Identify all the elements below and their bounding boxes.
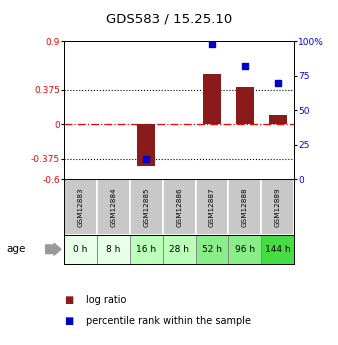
Text: 144 h: 144 h bbox=[265, 245, 290, 254]
Text: 8 h: 8 h bbox=[106, 245, 121, 254]
Text: GSM12888: GSM12888 bbox=[242, 187, 248, 227]
Bar bbox=[137, 124, 155, 166]
Bar bbox=[261, 179, 294, 235]
Bar bbox=[269, 115, 287, 124]
Bar bbox=[228, 179, 261, 235]
Text: GSM12886: GSM12886 bbox=[176, 187, 182, 227]
Text: GSM12884: GSM12884 bbox=[111, 187, 117, 227]
Bar bbox=[97, 179, 130, 235]
Text: ■: ■ bbox=[64, 316, 73, 326]
Text: 96 h: 96 h bbox=[235, 245, 255, 254]
Text: GSM12885: GSM12885 bbox=[143, 187, 149, 227]
Text: GSM12883: GSM12883 bbox=[78, 187, 83, 227]
Bar bbox=[130, 179, 163, 235]
Text: GSM12889: GSM12889 bbox=[275, 187, 281, 227]
Text: percentile rank within the sample: percentile rank within the sample bbox=[86, 316, 251, 326]
Text: log ratio: log ratio bbox=[86, 295, 126, 305]
Bar bbox=[163, 235, 196, 264]
Point bbox=[209, 41, 215, 47]
Bar bbox=[196, 235, 228, 264]
Text: 52 h: 52 h bbox=[202, 245, 222, 254]
Bar bbox=[261, 235, 294, 264]
Text: 16 h: 16 h bbox=[136, 245, 156, 254]
Bar bbox=[64, 235, 97, 264]
Text: GDS583 / 15.25.10: GDS583 / 15.25.10 bbox=[106, 12, 232, 26]
Bar bbox=[64, 179, 97, 235]
Point bbox=[242, 63, 247, 69]
Bar bbox=[130, 235, 163, 264]
Bar bbox=[203, 73, 221, 124]
Bar bbox=[97, 235, 130, 264]
Bar bbox=[196, 179, 228, 235]
Bar bbox=[236, 87, 254, 124]
Bar bbox=[163, 179, 196, 235]
Text: age: age bbox=[7, 244, 26, 254]
Text: GSM12887: GSM12887 bbox=[209, 187, 215, 227]
Text: 0 h: 0 h bbox=[73, 245, 88, 254]
Point bbox=[144, 156, 149, 161]
Text: 28 h: 28 h bbox=[169, 245, 189, 254]
Text: ■: ■ bbox=[64, 295, 73, 305]
Point bbox=[275, 80, 280, 86]
Bar bbox=[228, 235, 261, 264]
